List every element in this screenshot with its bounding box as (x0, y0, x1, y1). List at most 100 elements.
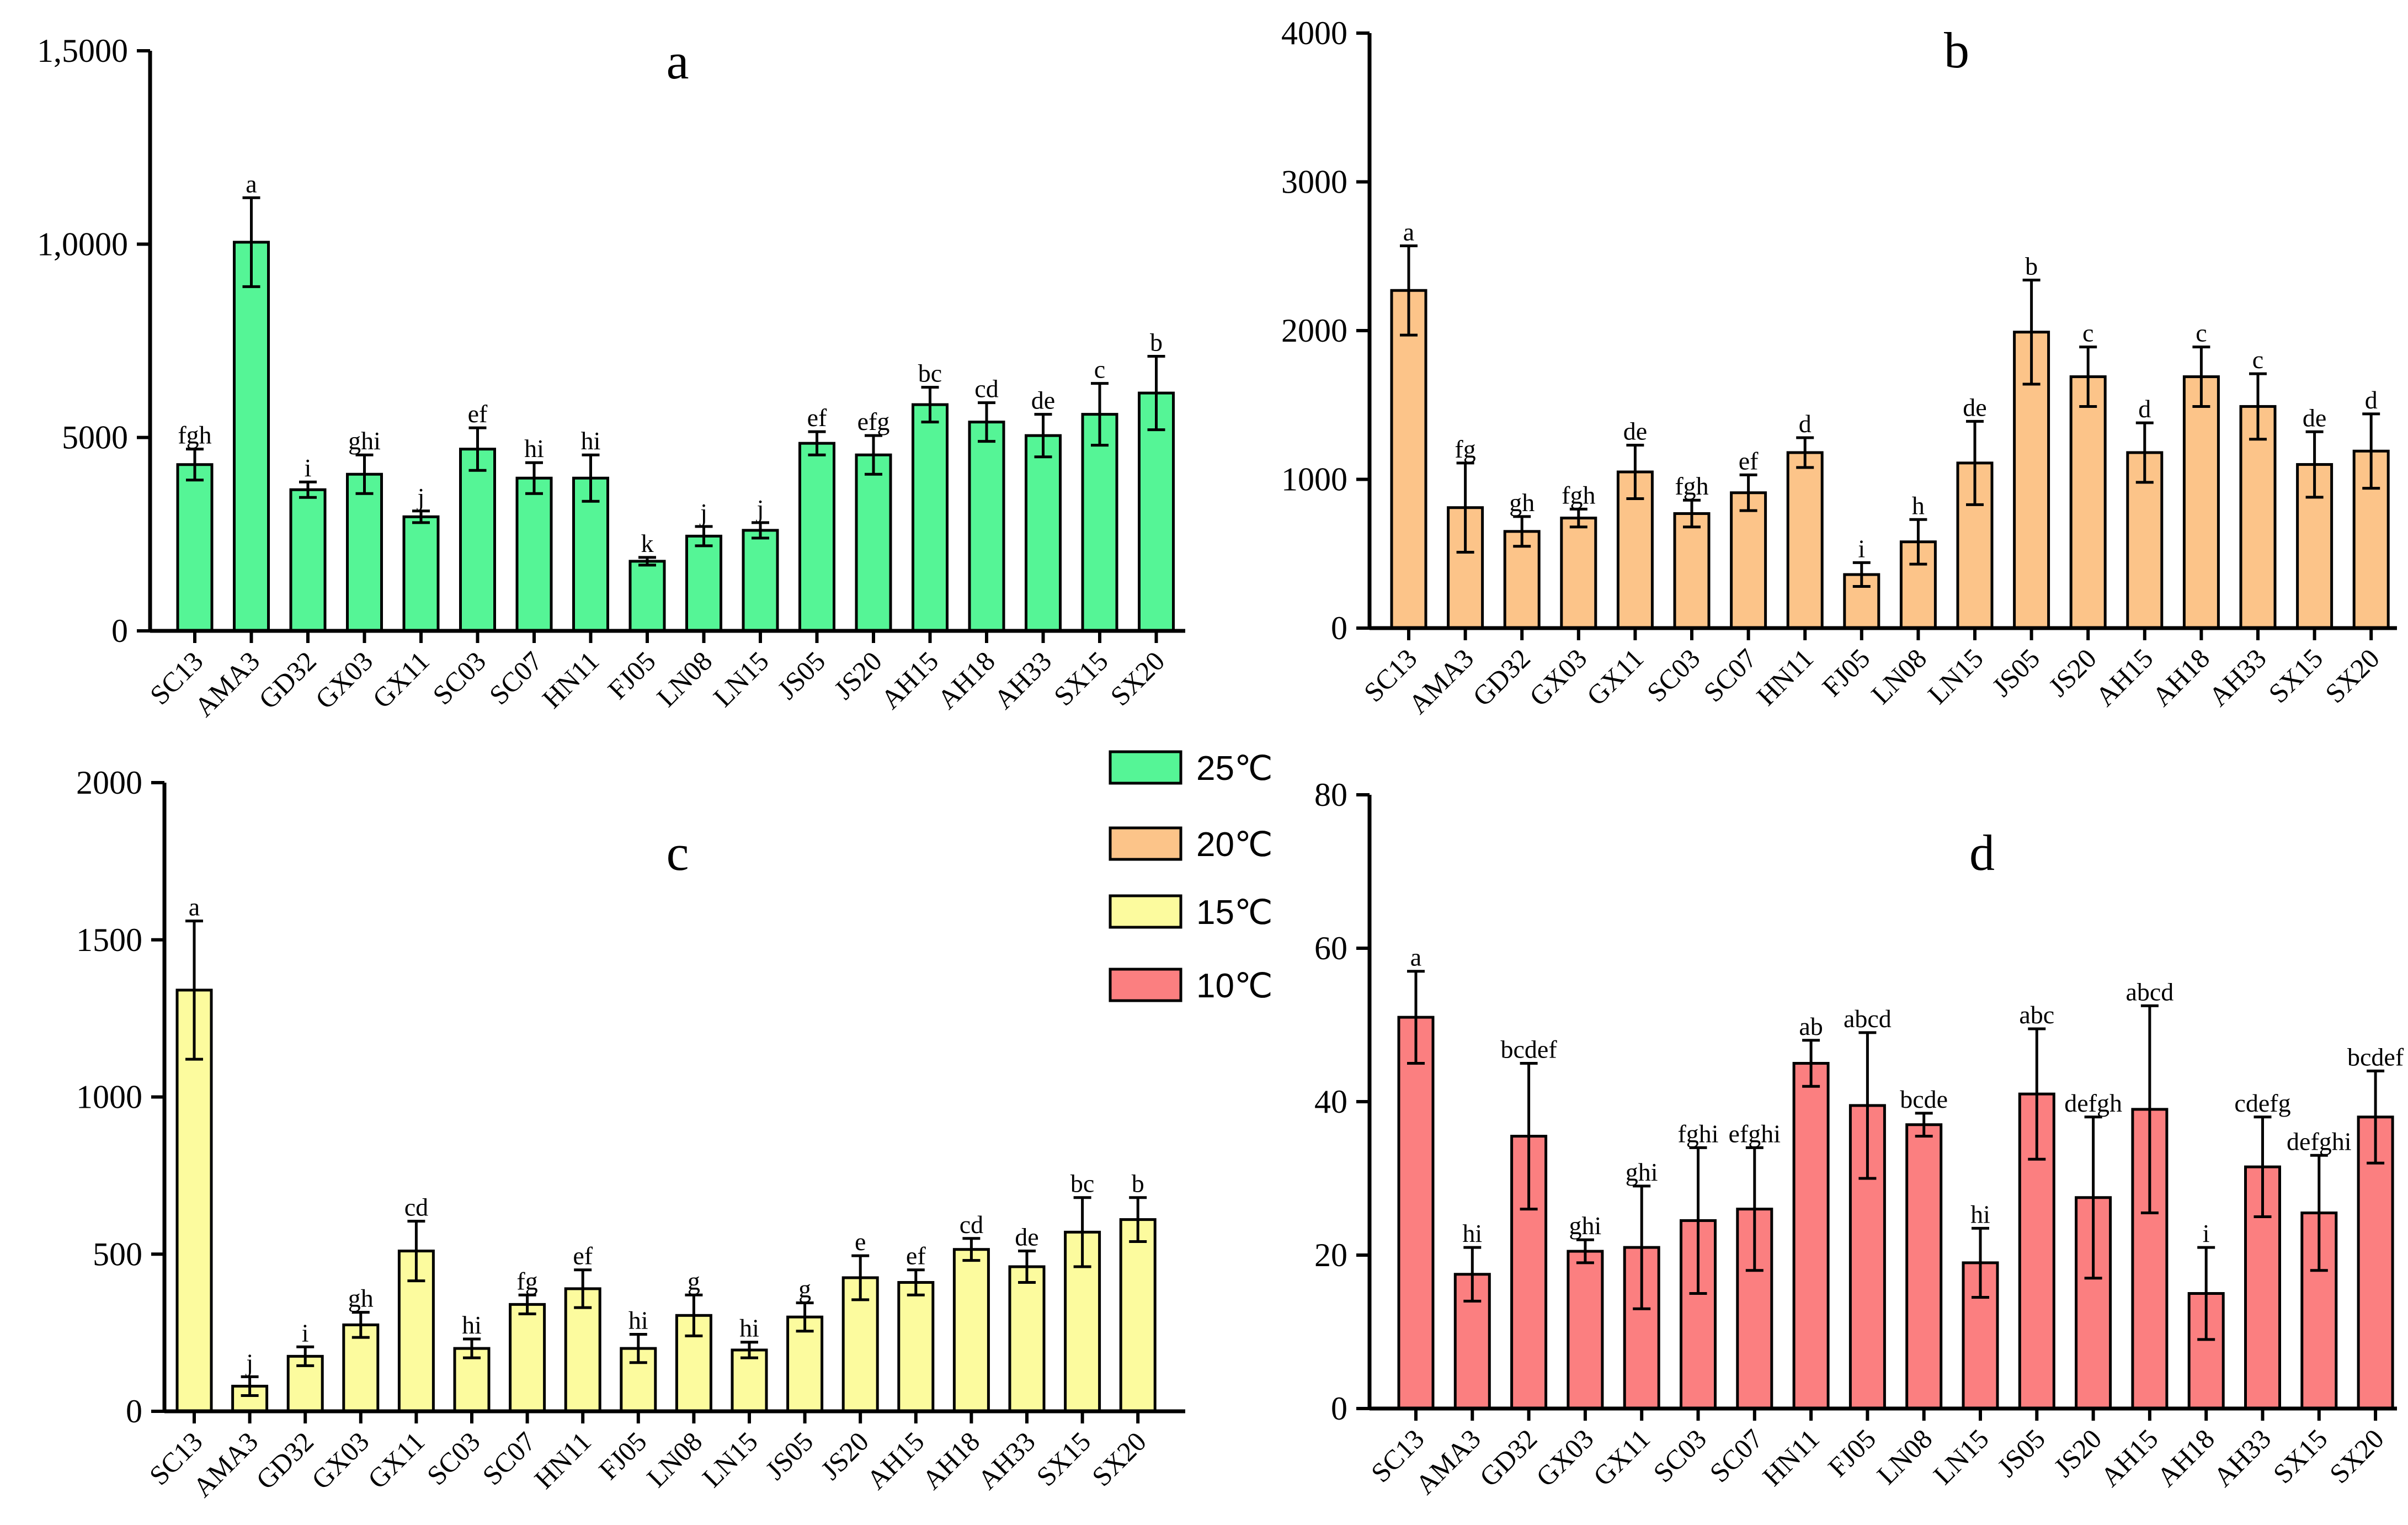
error-bar-a-js20 (865, 434, 882, 476)
sig-label-a-gx11: j (417, 483, 425, 511)
error-bar-a-gx03 (355, 453, 374, 495)
x-tick-label-b-ah15: AH15 (2090, 642, 2159, 712)
sig-label-d-js20: defgh (2064, 1089, 2122, 1117)
x-tick-label-d-ln08: LN08 (1871, 1423, 1938, 1490)
error-bar-a-fj05 (638, 556, 656, 567)
x-tick-label-d-ah18: AH18 (2151, 1423, 2220, 1492)
sig-label-c-hn11: ef (573, 1242, 593, 1270)
y-tick-label-a-1: 5000 (62, 419, 128, 456)
x-tick-label-a-gx03: GX03 (309, 645, 379, 715)
sig-label-b-hn11: d (1799, 410, 1812, 438)
error-bar-a-sx15 (1091, 382, 1109, 447)
bar-b-sc13 (1390, 289, 1427, 630)
x-tick-label-c-ln08: LN08 (641, 1426, 708, 1493)
sig-label-d-sc13: a (1410, 943, 1421, 971)
sig-label-d-gx11: ghi (1626, 1158, 1658, 1186)
sig-label-a-js05: ef (807, 403, 827, 432)
x-tick-label-a-sx15: SX15 (1048, 645, 1114, 711)
sig-label-b-sx20: d (2365, 386, 2378, 414)
x-tick-label-a-ah33: AH33 (988, 645, 1057, 715)
x-tick-label-b-hn11: HN11 (1750, 642, 1819, 711)
sig-label-d-sc07: efghi (1729, 1119, 1781, 1147)
x-tick-label-a-gx11: GX11 (366, 645, 435, 714)
bar-a-sc13 (176, 463, 214, 633)
x-tick-label-c-ah33: AH33 (972, 1426, 1041, 1495)
x-tick-label-d-fj05: FJ05 (1822, 1423, 1882, 1483)
sig-label-b-gx03: fgh (1562, 481, 1595, 509)
y-tick-label-c-3: 1500 (76, 922, 142, 958)
error-bar-b-ah15 (2135, 421, 2154, 484)
error-bar-a-ah15 (921, 386, 939, 424)
x-tick-label-a-fj05: FJ05 (601, 645, 661, 705)
error-bar-a-ln15 (752, 521, 769, 540)
bar-d-ln08 (1905, 1123, 1943, 1410)
x-tick-label-a-ln15: LN15 (707, 645, 775, 713)
error-bar-b-sx15 (2305, 430, 2324, 499)
x-tick-label-b-ln15: LN15 (1922, 642, 1989, 710)
y-tick-label-d-0: 0 (1331, 1390, 1347, 1427)
x-tick-label-d-gx03: GX03 (1530, 1423, 1600, 1492)
error-bar-b-sx20 (2362, 412, 2380, 490)
bar-a-sx20 (1138, 391, 1175, 633)
sig-label-a-js20: efg (857, 407, 890, 435)
error-bar-d-ah33 (2253, 1115, 2272, 1218)
error-bar-a-hn11 (582, 453, 600, 503)
sig-label-b-ah33: c (2252, 346, 2263, 374)
x-tick-label-a-sx20: SX20 (1104, 645, 1170, 711)
y-tick-label-d-4: 80 (1314, 777, 1347, 813)
sig-label-c-sx15: bc (1070, 1170, 1094, 1198)
panel-a: afghSC13aAMA3iGD32ghiGX03jGX11efSC03hiSC… (37, 33, 1185, 722)
x-tick-label-d-sc03: SC03 (1647, 1423, 1712, 1488)
y-tick-label-b-4: 4000 (1281, 15, 1347, 51)
bar-b-hn11 (1786, 451, 1824, 630)
bar-d-hn11 (1792, 1062, 1830, 1410)
sig-label-a-sc03: ef (468, 400, 488, 428)
sig-label-c-ah33: de (1015, 1223, 1038, 1251)
x-tick-label-d-ln15: LN15 (1927, 1423, 1995, 1490)
error-bar-c-js20 (851, 1254, 870, 1301)
error-bar-b-ah33 (2249, 372, 2267, 441)
sig-label-a-ah18: cd (974, 375, 998, 403)
sig-label-b-ah15: d (2138, 395, 2151, 423)
sig-label-c-ln15: hi (739, 1314, 759, 1342)
x-tick-label-c-fj05: FJ05 (593, 1426, 652, 1485)
error-bar-b-hn11 (1796, 436, 1814, 469)
error-bar-d-sc07 (1745, 1146, 1764, 1272)
error-bar-c-ah33 (1018, 1250, 1036, 1284)
sig-label-c-ama3: j (245, 1348, 253, 1377)
bar-a-gx03 (346, 472, 383, 633)
bar-b-js20 (2069, 375, 2107, 630)
x-tick-label-d-gx11: GX11 (1587, 1423, 1656, 1492)
sig-label-a-ah33: de (1031, 386, 1055, 415)
legend-label-10c: 10℃ (1196, 967, 1273, 1005)
error-bar-d-ah15 (2140, 1004, 2159, 1215)
x-tick-label-b-ah18: AH18 (2146, 642, 2215, 712)
error-bar-b-ln15 (1966, 419, 1984, 506)
sig-label-a-ama3: a (246, 169, 257, 198)
y-tick-label-b-3: 3000 (1281, 164, 1347, 200)
sig-label-b-sx15: de (2303, 403, 2326, 432)
error-bar-d-gx11 (1633, 1184, 1651, 1310)
error-bar-c-ah18 (962, 1237, 981, 1262)
x-tick-label-d-js05: JS05 (1991, 1423, 2051, 1483)
sig-label-a-sc13: fgh (178, 421, 211, 449)
error-bar-d-sc13 (1407, 970, 1425, 1065)
error-bar-a-gx11 (412, 509, 430, 524)
error-bar-a-ah18 (978, 401, 995, 443)
error-bar-c-ln15 (740, 1341, 758, 1359)
error-bar-d-ln08 (1915, 1112, 1933, 1138)
y-tick-label-b-0: 0 (1331, 610, 1347, 646)
y-tick-label-c-0: 0 (126, 1393, 142, 1430)
bar-c-ah15 (897, 1281, 935, 1413)
sig-label-d-sx20: bcdef (2347, 1043, 2404, 1071)
x-tick-label-c-gx03: GX03 (306, 1426, 375, 1495)
y-tick-label-c-2: 1000 (76, 1079, 142, 1115)
bar-d-ah33 (2244, 1165, 2281, 1410)
bar-c-js20 (841, 1276, 879, 1413)
bar-d-gx03 (1567, 1250, 1604, 1410)
error-bar-a-sx20 (1147, 355, 1165, 432)
panel-title-b: b (1944, 22, 1969, 78)
x-tick-label-c-sx20: SX20 (1086, 1426, 1152, 1492)
legend-label-20c: 20℃ (1196, 826, 1273, 864)
error-bar-b-ama3 (1456, 461, 1474, 554)
